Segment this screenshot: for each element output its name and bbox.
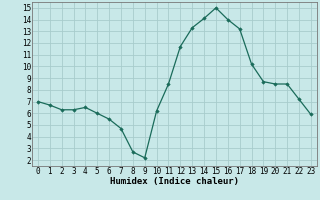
X-axis label: Humidex (Indice chaleur): Humidex (Indice chaleur) [110,177,239,186]
